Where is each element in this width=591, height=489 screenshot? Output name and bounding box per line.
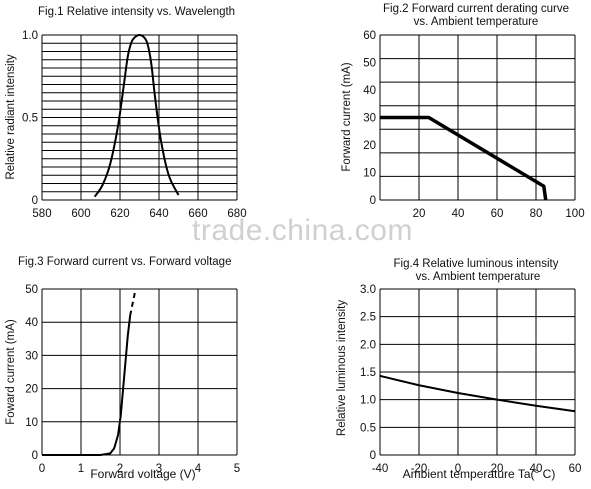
y-axis-label: Relative radiant intensity: [5, 54, 17, 180]
x-tick-label: -40: [372, 463, 389, 475]
x-tick-label: -20: [411, 463, 428, 475]
x-axis-label: Forward voltage (V): [90, 467, 195, 481]
chart-title: Fig.4 Relative luminous intensity: [394, 258, 559, 270]
x-tick-label: 40: [452, 208, 465, 220]
y-tick-label: 0: [370, 195, 376, 207]
y-tick-label: 10: [363, 168, 376, 180]
y-tick-label: 0: [370, 450, 376, 462]
y-tick-label: 20: [363, 140, 376, 152]
y-tick-label: 0.5: [22, 113, 38, 125]
y-tick-label: 1.5: [360, 367, 376, 379]
y-axis-label: Foward current (mA): [5, 319, 17, 425]
y-tick-label: 10: [25, 417, 38, 429]
x-tick-label: 580: [32, 208, 51, 220]
x-tick-label: 2: [117, 463, 123, 475]
x-tick-label: 5: [234, 463, 240, 475]
series-line: [380, 115, 548, 201]
y-tick-label: 60: [363, 30, 376, 42]
chart-subtitle: vs. Ambient temperature: [414, 16, 539, 28]
x-tick-label: 620: [110, 208, 129, 220]
chart-subtitle: vs. Ambient temperature: [416, 271, 541, 283]
y-tick-label: 40: [363, 85, 376, 97]
chart-1: Fig.1 Relative intensity vs. Wavelength R…: [5, 6, 247, 220]
x-tick-label: 20: [413, 208, 426, 220]
y-tick-label: 2.0: [360, 339, 376, 351]
y-tick-label: 30: [25, 350, 38, 362]
x-tick-label: 600: [71, 208, 90, 220]
y-tick-label: 2.5: [360, 312, 376, 324]
watermark: trade.china.com: [192, 214, 413, 247]
y-tick-label: 30: [363, 113, 376, 125]
x-axis-label: Ambient temperature Ta(° C): [403, 467, 556, 481]
x-tick-label: 1: [78, 463, 84, 475]
x-tick-label: 60: [569, 463, 582, 475]
series-line: [42, 315, 132, 456]
y-tick-label: 50: [363, 58, 376, 70]
y-tick-label: 1.0: [22, 30, 38, 42]
x-tick-label: 100: [565, 208, 584, 220]
x-tick-label: 0: [39, 463, 45, 475]
x-tick-label: 20: [491, 463, 504, 475]
x-tick-label: 640: [149, 208, 168, 220]
x-tick-label: 80: [530, 208, 543, 220]
x-tick-label: 3: [156, 463, 162, 475]
y-tick-label: 1.0: [360, 395, 376, 407]
x-tick-label: 60: [491, 208, 504, 220]
y-tick-label: 0.5: [360, 422, 376, 434]
chart-2: Fig.2 Forward current derating curvevs. …: [341, 3, 585, 220]
y-tick-label: 50: [25, 284, 38, 296]
x-tick-label: 0: [455, 463, 461, 475]
x-tick-label: 4: [195, 463, 202, 475]
chart-title: Fig.1 Relative intensity vs. Wavelength: [38, 6, 235, 18]
y-tick-label: 0: [32, 450, 38, 462]
y-tick-label: 20: [25, 384, 38, 396]
y-tick-label: 3.0: [360, 284, 376, 296]
chart-title: Fig.2 Forward current derating curve: [383, 3, 569, 15]
chart-3: Fig.3 Forward current vs. Forward voltag…: [5, 256, 240, 481]
x-tick-label: 680: [227, 208, 246, 220]
series-line-dashed: [129, 288, 137, 316]
y-axis-label: Forward current (mA): [341, 62, 353, 171]
x-tick-label: 40: [530, 463, 543, 475]
x-tick-label: 660: [188, 208, 207, 220]
chart-title: Fig.3 Forward current vs. Forward voltag…: [18, 256, 231, 268]
y-tick-label: 40: [25, 317, 38, 329]
series-line: [379, 374, 576, 413]
y-axis-label: Relative luminous intensity: [336, 300, 348, 436]
series-line: [93, 34, 180, 198]
y-tick-label: 0: [32, 195, 38, 207]
